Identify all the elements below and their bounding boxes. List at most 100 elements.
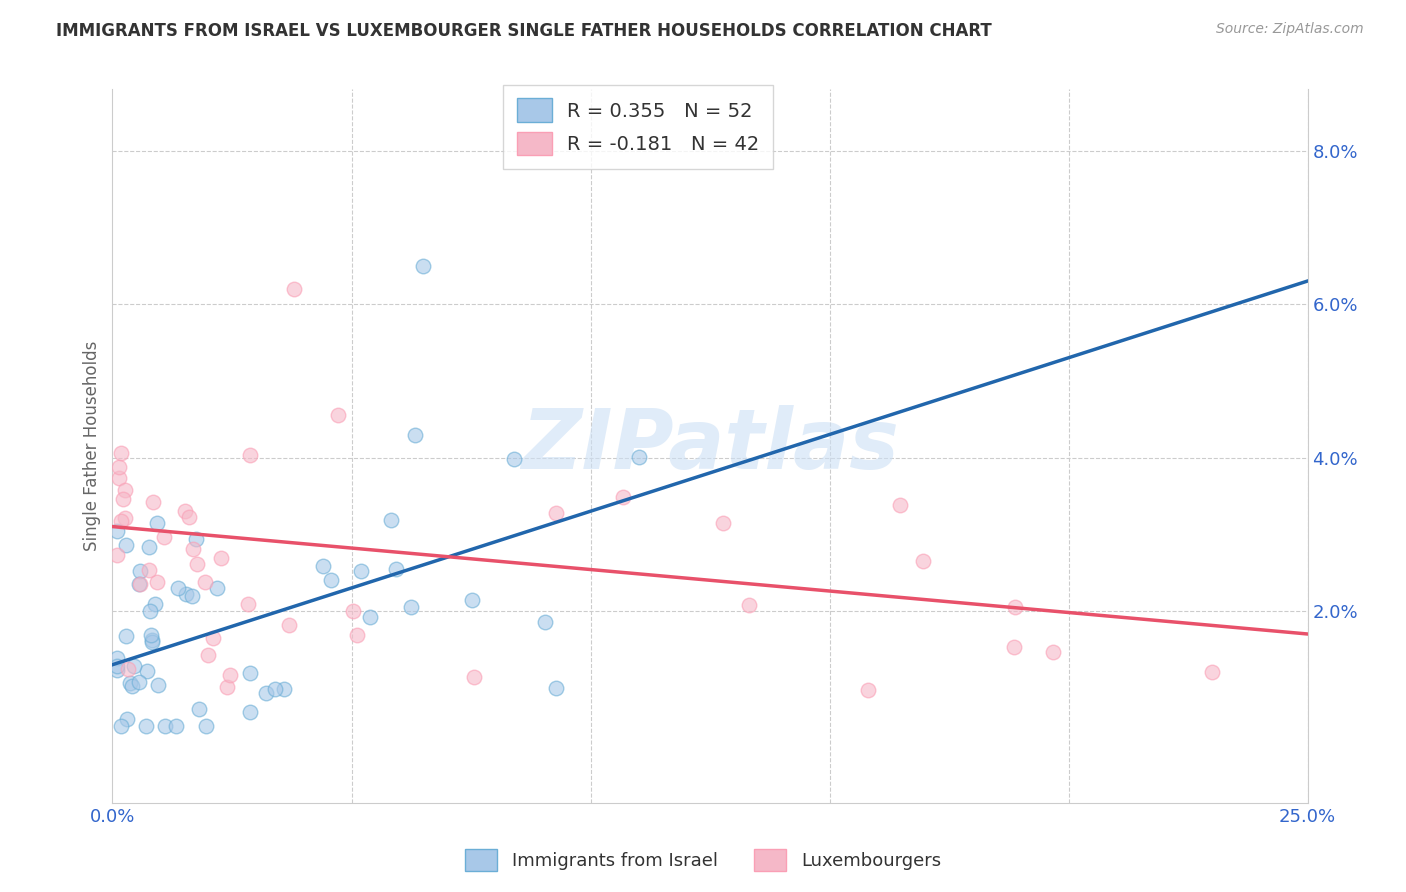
Point [186,557,208,571]
Point [628,450,651,464]
Point [143,598,166,612]
Point [141,628,163,642]
Point [209,550,232,565]
Point [238,597,260,611]
Point [273,682,295,697]
Point [254,686,277,700]
Point [546,681,568,695]
Point [129,576,152,591]
Point [239,448,262,462]
Point [239,666,262,681]
Point [153,530,176,544]
Point [350,564,373,578]
Point [404,428,426,442]
Point [108,460,131,475]
Point [177,510,200,524]
Point [385,562,408,576]
Point [1004,640,1026,655]
Point [110,514,132,528]
Point [114,483,136,498]
Point [114,510,136,524]
Point [346,627,368,641]
Point [105,548,128,562]
Point [105,651,128,665]
Point [1201,665,1223,680]
Point [197,648,219,662]
Point [136,665,159,679]
Point [205,581,228,595]
Point [186,532,208,546]
Point [142,495,165,509]
Point [412,259,434,273]
Legend: R = 0.355   N = 52, R = -0.181   N = 42: R = 0.355 N = 52, R = -0.181 N = 42 [503,85,773,169]
Point [380,513,402,527]
Point [105,659,128,673]
Point [359,610,381,624]
Point [146,678,169,692]
Point [312,558,335,573]
Y-axis label: Single Father Households: Single Father Households [83,341,101,551]
Text: IMMIGRANTS FROM ISRAEL VS LUXEMBOURGER SINGLE FATHER HOUSEHOLDS CORRELATION CHAR: IMMIGRANTS FROM ISRAEL VS LUXEMBOURGER S… [56,22,993,40]
Point [141,635,163,649]
Point [114,629,136,643]
Point [138,563,160,577]
Point [713,516,735,531]
Point [217,680,239,694]
Point [174,504,197,518]
Point [117,661,139,675]
Point [201,631,224,645]
Point [738,598,761,612]
Point [121,679,143,693]
Point [856,682,879,697]
Point [181,541,204,556]
Point [174,587,197,601]
Legend: Immigrants from Israel, Luxembourgers: Immigrants from Israel, Luxembourgers [458,842,948,879]
Point [117,712,139,726]
Point [321,573,343,587]
Text: Source: ZipAtlas.com: Source: ZipAtlas.com [1216,22,1364,37]
Point [165,719,187,733]
Point [153,719,176,733]
Point [194,719,217,733]
Point [1004,599,1026,614]
Point [135,719,157,733]
Point [503,451,526,466]
Point [612,490,634,504]
Point [120,675,142,690]
Point [460,593,482,607]
Point [138,541,160,555]
Point [263,681,285,696]
Point [401,599,423,614]
Point [889,498,911,512]
Point [138,604,160,618]
Point [105,524,128,539]
Point [278,618,301,632]
Point [326,409,349,423]
Point [122,658,145,673]
Point [1042,645,1064,659]
Point [283,282,305,296]
Point [239,705,262,719]
Point [146,574,169,589]
Point [181,589,204,603]
Point [342,604,364,618]
Point [108,471,131,485]
Point [128,577,150,591]
Point [219,667,242,681]
Point [534,615,557,629]
Point [463,670,485,684]
Point [188,702,211,716]
Point [105,663,128,677]
Point [110,446,132,460]
Point [129,564,152,578]
Text: ZIPatlas: ZIPatlas [522,406,898,486]
Point [146,516,169,530]
Point [912,554,935,568]
Point [128,675,150,690]
Point [115,538,138,552]
Point [141,633,163,648]
Point [194,575,217,590]
Point [544,506,567,520]
Point [110,719,132,733]
Point [111,491,134,506]
